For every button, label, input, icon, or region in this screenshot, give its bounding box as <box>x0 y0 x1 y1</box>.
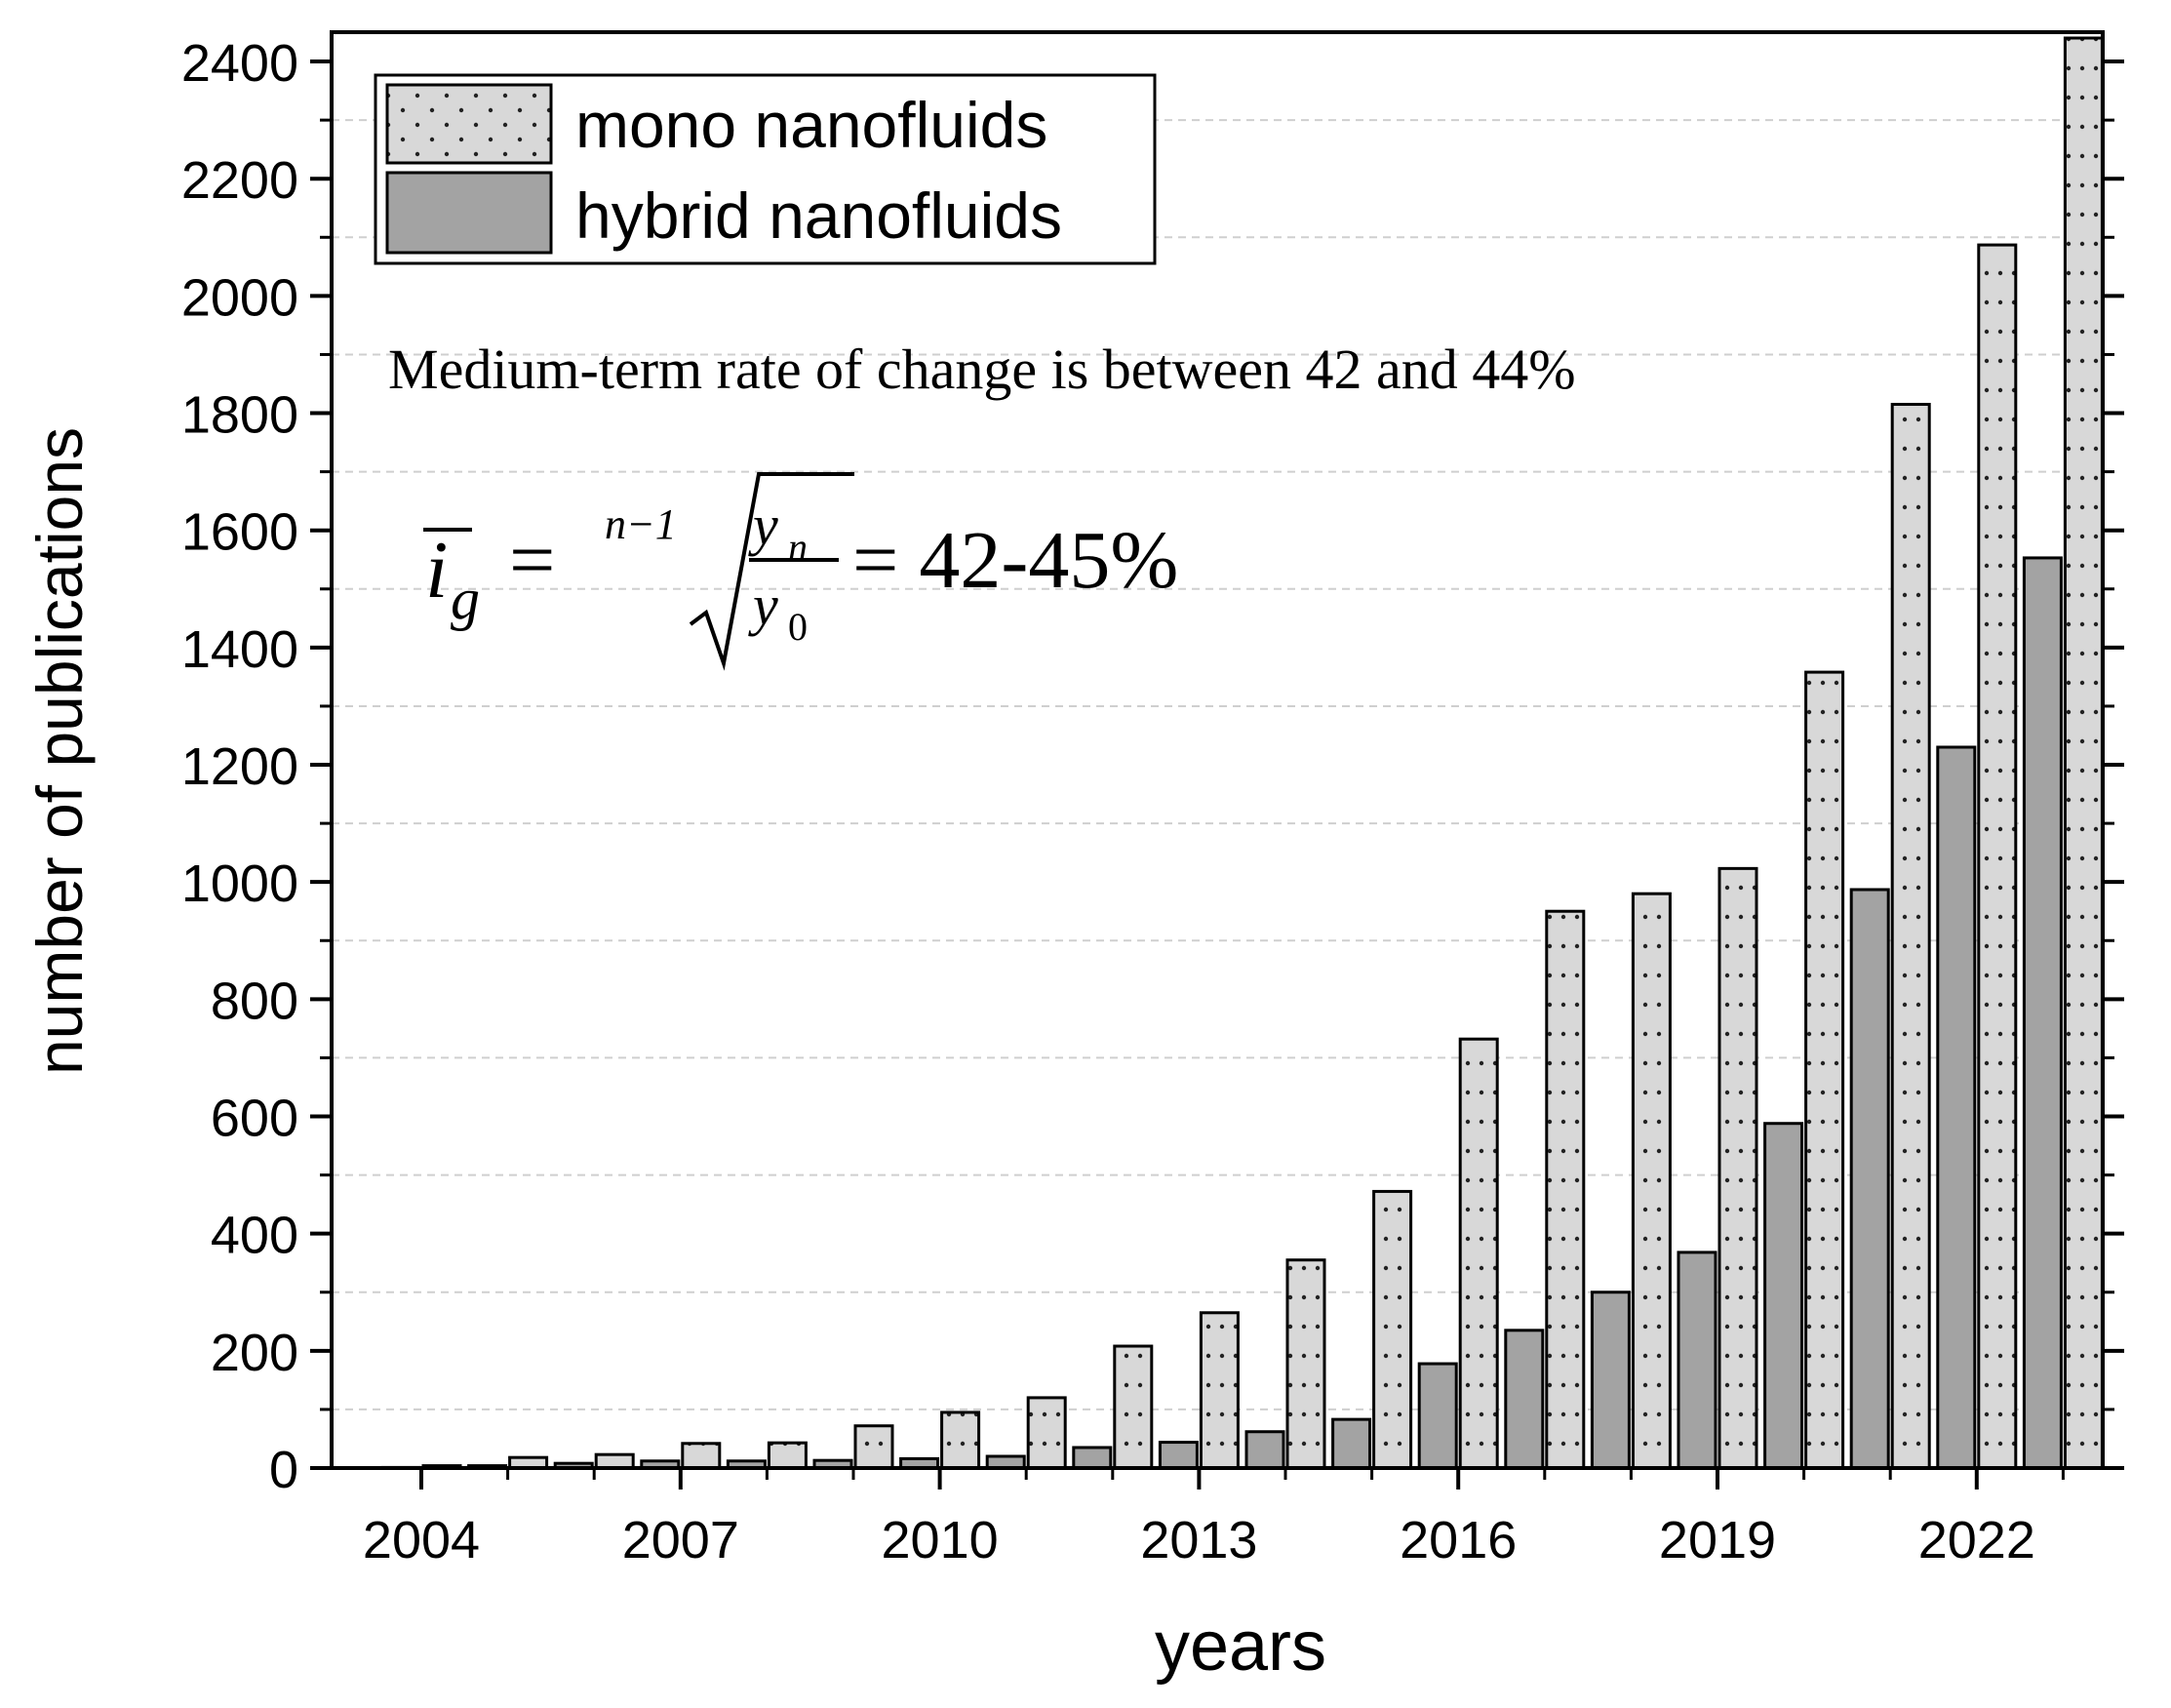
bar-hybrid-2014 <box>1244 1430 1285 1470</box>
bar-mono-2008 <box>767 1441 808 1470</box>
bar-mono-2023 <box>2063 36 2104 1470</box>
bar-mono-2015 <box>1372 1189 1413 1470</box>
y-tick-label: 1200 <box>181 737 298 796</box>
formula-root-index: n−1 <box>605 500 677 548</box>
bar-mono-2020 <box>1804 670 1845 1470</box>
formula-i: i <box>425 525 448 616</box>
formula-numerator: y <box>748 494 778 557</box>
y-tick-label: 800 <box>211 972 298 1030</box>
bar-mono-2010 <box>940 1410 981 1470</box>
bar-hybrid-2023 <box>2022 556 2063 1470</box>
x-tick-label: 2007 <box>622 1511 739 1569</box>
y-tick-label: 0 <box>269 1441 298 1499</box>
y-tick-label: 2200 <box>181 151 298 210</box>
bars <box>380 36 2104 1470</box>
formula-equals: = <box>509 515 555 606</box>
y-tick-label: 200 <box>211 1324 298 1382</box>
bar-mono-2006 <box>594 1452 635 1470</box>
y-tick-label: 600 <box>211 1090 298 1148</box>
bar-hybrid-2020 <box>1763 1122 1804 1470</box>
legend: mono nanofluids hybrid nanofluids <box>374 73 1157 265</box>
bar-mono-2012 <box>1113 1344 1154 1470</box>
bar-mono-2017 <box>1545 909 1586 1470</box>
legend-swatch-mono <box>385 83 553 165</box>
x-tick-label: 2013 <box>1140 1511 1257 1569</box>
y-tick-label: 1600 <box>181 503 298 562</box>
bar-mono-2011 <box>1026 1396 1067 1470</box>
x-tick-label: 2004 <box>363 1511 480 1569</box>
bar-mono-2007 <box>681 1442 722 1470</box>
legend-label-hybrid: hybrid nanofluids <box>575 179 1062 252</box>
x-axis-title: years <box>1155 1608 1326 1686</box>
bar-hybrid-2016 <box>1417 1362 1458 1470</box>
bar-hybrid-2019 <box>1677 1251 1717 1470</box>
rate-annotation: Medium-term rate of change is between 42… <box>388 338 1576 401</box>
formula-radical <box>689 472 854 671</box>
x-axis: 2004 2007 2010 2013 2016 2019 2022 <box>363 1468 2065 1569</box>
formula-result: = 42-45% <box>852 515 1178 606</box>
x-tick-label: 2022 <box>1918 1511 2035 1569</box>
legend-label-mono: mono nanofluids <box>575 89 1047 161</box>
formula-denominator: y <box>748 574 778 637</box>
bar-mono-2009 <box>853 1424 894 1470</box>
bar-mono-2021 <box>1890 403 1931 1470</box>
bar-mono-2016 <box>1458 1037 1499 1470</box>
y-tick-label: 1000 <box>181 854 298 913</box>
legend-swatch-hybrid <box>385 171 553 255</box>
bar-hybrid-2018 <box>1590 1291 1631 1470</box>
formula-i-subscript: g <box>451 567 480 631</box>
bar-hybrid-2017 <box>1504 1329 1545 1470</box>
bar-mono-2013 <box>1199 1311 1240 1470</box>
formula-denominator-subscript: 0 <box>788 605 808 649</box>
y-axis: 0 200 400 600 800 1000 1200 1400 1600 1800 2000 220… <box>181 34 2124 1499</box>
bar-hybrid-2022 <box>1936 745 1977 1470</box>
bar-hybrid-2013 <box>1158 1441 1199 1470</box>
bar-mono-2018 <box>1631 892 1672 1470</box>
y-tick-label: 2000 <box>181 268 298 327</box>
x-tick-label: 2010 <box>882 1511 999 1569</box>
bar-mono-2014 <box>1285 1258 1326 1470</box>
y-tick-label: 2400 <box>181 34 298 93</box>
y-tick-label: 400 <box>211 1207 298 1265</box>
y-tick-label: 1800 <box>181 386 298 445</box>
growth-rate-formula: i g = n−1 y n y 0 = 42-45% <box>423 472 1178 671</box>
bar-mono-2019 <box>1717 866 1758 1470</box>
bar-hybrid-2021 <box>1849 888 1890 1470</box>
bar-hybrid-2015 <box>1331 1417 1372 1470</box>
bar-mono-2022 <box>1977 243 2018 1470</box>
plot-frame <box>330 30 2105 1470</box>
y-axis-title: number of publications <box>23 427 96 1075</box>
bar-hybrid-2012 <box>1072 1446 1113 1470</box>
x-tick-label: 2019 <box>1659 1511 1776 1569</box>
formula-numerator-subscript: n <box>788 525 808 569</box>
y-tick-label: 1400 <box>181 620 298 679</box>
x-tick-label: 2016 <box>1400 1511 1517 1569</box>
